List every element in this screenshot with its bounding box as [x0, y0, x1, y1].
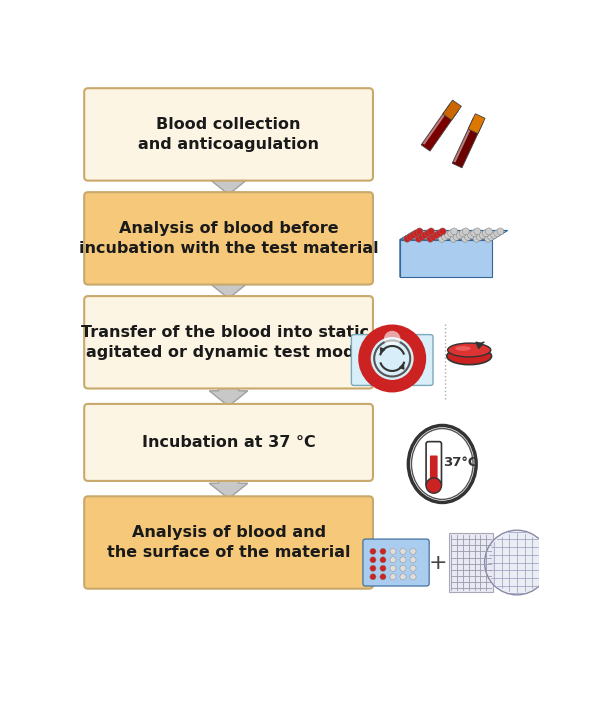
Circle shape — [413, 230, 420, 237]
Circle shape — [370, 574, 376, 580]
FancyBboxPatch shape — [84, 88, 373, 181]
Circle shape — [390, 574, 396, 580]
Circle shape — [462, 228, 469, 235]
Polygon shape — [209, 479, 248, 498]
Circle shape — [410, 548, 416, 555]
Polygon shape — [400, 231, 508, 240]
Circle shape — [473, 236, 480, 243]
Circle shape — [476, 233, 483, 240]
Circle shape — [370, 557, 376, 563]
Circle shape — [456, 231, 463, 238]
Circle shape — [439, 236, 445, 243]
Circle shape — [448, 230, 455, 237]
FancyBboxPatch shape — [84, 296, 373, 389]
Circle shape — [485, 228, 493, 235]
Text: 37°C: 37°C — [443, 456, 478, 469]
Circle shape — [404, 236, 410, 243]
Circle shape — [459, 230, 466, 237]
Ellipse shape — [409, 425, 476, 503]
Circle shape — [485, 530, 549, 595]
Circle shape — [390, 548, 396, 555]
Circle shape — [436, 230, 443, 237]
Text: Transfer of the blood into static,
agitated or dynamic test model: Transfer of the blood into static, agita… — [82, 325, 376, 360]
FancyBboxPatch shape — [430, 456, 437, 482]
FancyBboxPatch shape — [352, 335, 433, 385]
Circle shape — [479, 231, 486, 238]
Circle shape — [427, 236, 434, 243]
Circle shape — [410, 565, 416, 572]
Polygon shape — [421, 104, 459, 151]
Circle shape — [430, 233, 437, 240]
Circle shape — [439, 228, 446, 235]
Polygon shape — [400, 240, 493, 277]
Ellipse shape — [412, 429, 473, 499]
Circle shape — [380, 565, 386, 572]
Circle shape — [464, 233, 472, 240]
Circle shape — [494, 230, 501, 237]
Polygon shape — [400, 231, 415, 277]
Polygon shape — [209, 386, 248, 406]
Polygon shape — [209, 179, 248, 195]
Circle shape — [428, 228, 434, 235]
Text: Incubation at 37 °C: Incubation at 37 °C — [142, 435, 316, 450]
Circle shape — [497, 228, 504, 235]
Circle shape — [445, 231, 451, 238]
Circle shape — [488, 233, 494, 240]
Circle shape — [442, 233, 448, 240]
Circle shape — [451, 228, 458, 235]
Circle shape — [426, 478, 442, 494]
Circle shape — [461, 236, 469, 243]
FancyBboxPatch shape — [363, 539, 429, 586]
FancyBboxPatch shape — [449, 533, 493, 592]
Circle shape — [400, 548, 406, 555]
Circle shape — [450, 236, 457, 243]
Circle shape — [416, 228, 423, 235]
Polygon shape — [452, 118, 483, 168]
FancyBboxPatch shape — [84, 192, 373, 285]
Ellipse shape — [448, 343, 491, 357]
FancyBboxPatch shape — [426, 441, 442, 486]
Circle shape — [400, 574, 406, 580]
Circle shape — [425, 230, 431, 237]
Polygon shape — [443, 100, 461, 120]
FancyBboxPatch shape — [84, 496, 373, 588]
FancyBboxPatch shape — [84, 404, 373, 481]
Circle shape — [384, 330, 401, 347]
Circle shape — [407, 233, 414, 240]
Circle shape — [474, 228, 481, 235]
Circle shape — [415, 236, 422, 243]
Circle shape — [410, 557, 416, 563]
Text: Analysis of blood and
the surface of the material: Analysis of blood and the surface of the… — [107, 525, 350, 560]
Text: Blood collection
and anticoagulation: Blood collection and anticoagulation — [138, 117, 319, 152]
Text: +: + — [428, 553, 447, 572]
Circle shape — [390, 565, 396, 572]
Circle shape — [390, 557, 396, 563]
Circle shape — [421, 231, 428, 238]
Ellipse shape — [447, 348, 491, 365]
Circle shape — [410, 574, 416, 580]
Circle shape — [380, 574, 386, 580]
Polygon shape — [209, 282, 248, 298]
Ellipse shape — [455, 346, 471, 351]
Circle shape — [370, 565, 376, 572]
Circle shape — [471, 230, 478, 237]
Circle shape — [482, 230, 489, 237]
Circle shape — [410, 231, 417, 238]
Circle shape — [433, 231, 440, 238]
Circle shape — [400, 557, 406, 563]
Text: Analysis of blood before
incubation with the test material: Analysis of blood before incubation with… — [79, 221, 379, 256]
Polygon shape — [468, 114, 485, 134]
Circle shape — [400, 565, 406, 572]
Circle shape — [380, 548, 386, 555]
Circle shape — [453, 233, 460, 240]
Circle shape — [467, 231, 475, 238]
Circle shape — [380, 557, 386, 563]
Circle shape — [491, 231, 497, 238]
Circle shape — [485, 236, 491, 243]
Circle shape — [418, 233, 425, 240]
Circle shape — [370, 548, 376, 555]
